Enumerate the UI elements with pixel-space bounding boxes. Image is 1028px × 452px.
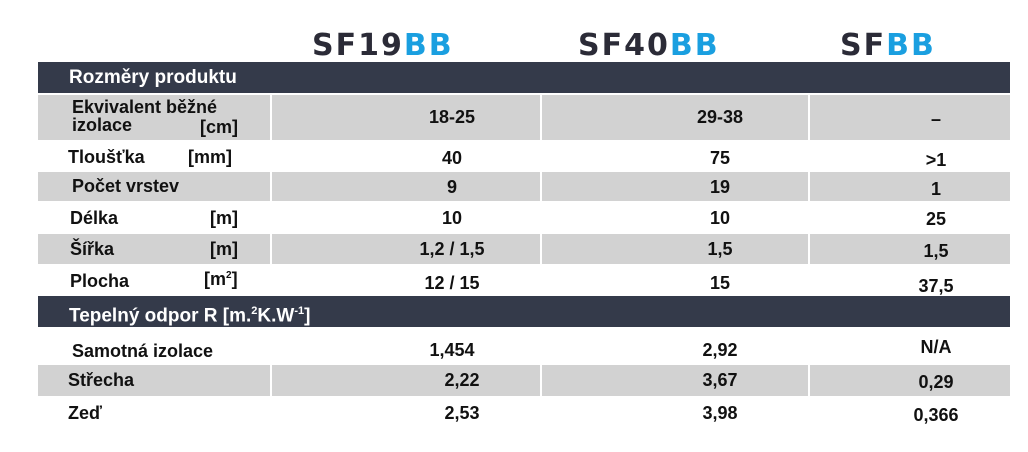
table-cell <box>810 365 1010 396</box>
table-cell <box>38 172 270 201</box>
brand-accent-text: BB <box>669 28 720 63</box>
table-row-area: Plocha [m2] 12 / 15 15 37,5 <box>38 266 1010 296</box>
section-title-part: ] <box>304 305 311 327</box>
value-sf19bb: 40 <box>441 148 463 168</box>
table-cell <box>810 234 1010 264</box>
row-label: Plocha <box>70 271 130 291</box>
table-row-roof: Střecha 2,22 3,67 0,29 <box>38 365 1010 396</box>
brand-sf19bb: SF19BB <box>312 28 454 63</box>
value-sfbb: >1 <box>925 150 947 170</box>
value-sf19bb: 2,22 <box>444 370 480 390</box>
unit-base: [m <box>204 269 226 289</box>
value-sf19bb: 12 / 15 <box>424 273 480 293</box>
value-sf40bb: 75 <box>709 148 731 168</box>
row-label: Počet vrstev <box>72 176 180 196</box>
table-cell <box>38 234 270 264</box>
table-row-layers: Počet vrstev 9 19 1 <box>38 172 1010 201</box>
value-sfbb: 1,5 <box>923 241 949 261</box>
value-sfbb: – <box>930 109 941 129</box>
row-label: Ekvivalent běžné izolace <box>72 98 217 134</box>
brand-main-text: SF <box>840 28 887 63</box>
row-label: Délka <box>70 208 119 228</box>
value-sf40bb: 1,5 <box>707 239 733 259</box>
row-unit: [m] <box>210 208 238 228</box>
value-sf19bb: 18-25 <box>428 107 476 127</box>
brand-main-text: SF40 <box>578 28 670 63</box>
table-row-wall: Zeď 2,53 3,98 0,366 <box>38 398 1010 430</box>
section-title: Rozměry produktu <box>69 67 237 88</box>
label-line: izolace <box>72 115 133 135</box>
table-cell <box>542 172 808 201</box>
value-sfbb: 0,366 <box>913 405 959 425</box>
row-unit: [m2] <box>204 269 238 290</box>
value-sfbb: 0,29 <box>918 372 954 392</box>
value-sf19bb: 9 <box>446 177 457 197</box>
row-label: Šířka <box>70 239 115 259</box>
table-cell <box>542 365 808 396</box>
row-label: Samotná izolace <box>72 341 214 361</box>
value-sfbb: N/A <box>920 337 952 357</box>
row-unit: [mm] <box>188 147 232 167</box>
value-sf40bb: 15 <box>709 273 731 293</box>
superscript: 2 <box>251 305 258 317</box>
table-cell <box>810 95 1010 140</box>
section-title-part: K.W <box>257 305 295 327</box>
value-sf40bb: 29-38 <box>696 107 744 127</box>
table-row-length: Délka [m] 10 10 25 <box>38 203 1010 232</box>
table-cell <box>272 365 540 396</box>
section-title: Tepelný odpor R [m. <box>69 305 252 327</box>
value-sf40bb: 3,67 <box>702 370 738 390</box>
row-unit: [cm] <box>200 117 239 137</box>
value-sf19bb: 2,53 <box>444 403 480 423</box>
value-sf19bb: 10 <box>441 208 463 228</box>
brand-main-text: SF19 <box>312 28 404 63</box>
value-sfbb: 37,5 <box>918 276 954 296</box>
row-label: Zeď <box>68 403 102 423</box>
value-sfbb: 25 <box>925 209 947 229</box>
value-sfbb: 1 <box>930 179 941 199</box>
table-cell <box>38 365 270 396</box>
table-cell <box>542 95 808 140</box>
superscript: -1 <box>294 305 305 317</box>
unit-superscript: 2 <box>226 270 232 281</box>
value-sf40bb: 10 <box>709 208 731 228</box>
table-row-insulation-alone: Samotná izolace 1,454 2,92 N/A <box>38 334 1010 364</box>
value-sf40bb: 3,98 <box>702 403 738 423</box>
table-cell <box>542 234 808 264</box>
table-cell <box>272 95 540 140</box>
value-sf19bb: 1,454 <box>429 340 475 360</box>
table-row-width: Šířka [m] 1,2 / 1,5 1,5 1,5 <box>38 234 1010 264</box>
brand-accent-text: BB <box>403 28 454 63</box>
brand-sf40bb: SF40BB <box>578 28 720 63</box>
row-label: Střecha <box>68 370 135 390</box>
value-sf40bb: 2,92 <box>702 340 738 360</box>
table-cell <box>810 172 1010 201</box>
label-line: Ekvivalent běžné <box>72 97 218 117</box>
row-label: Tloušťka <box>68 147 145 167</box>
value-sf19bb: 1,2 / 1,5 <box>419 239 485 259</box>
table-cell <box>272 172 540 201</box>
table-row-thickness: Tloušťka [mm] 40 75 >1 <box>38 142 1010 170</box>
unit-close: ] <box>231 269 238 289</box>
section-header-dimensions: Rozměry produktu <box>38 62 1010 93</box>
value-sf40bb: 19 <box>709 177 731 197</box>
table-cell <box>272 234 540 264</box>
row-unit: [m] <box>210 239 238 259</box>
brand-accent-text: BB <box>886 28 936 63</box>
section-header-thermal-resistance: Tepelný odpor R [m.2K.W-1] <box>38 296 1010 327</box>
table-cell <box>38 95 270 140</box>
brand-sfbb: SFBB <box>840 28 936 63</box>
table-row-equivalent: Ekvivalent běžné izolace [cm] 18-25 29-38… <box>38 95 1010 140</box>
